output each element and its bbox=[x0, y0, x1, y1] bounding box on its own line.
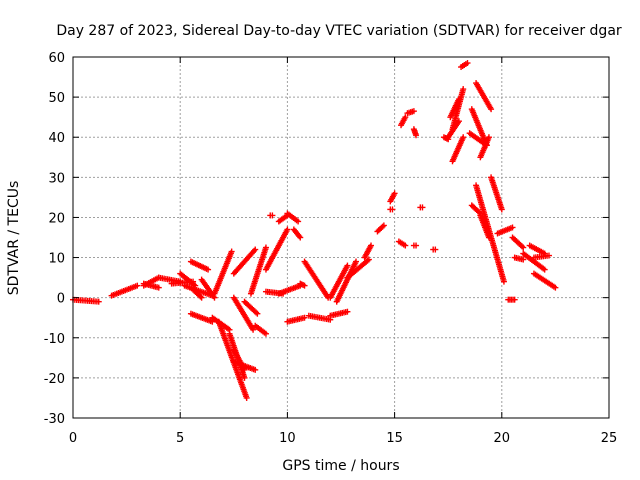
data-point bbox=[498, 206, 505, 213]
data-point bbox=[205, 266, 212, 273]
y-tick-label: 60 bbox=[48, 51, 65, 66]
data-point bbox=[402, 114, 409, 121]
y-tick-label: -30 bbox=[44, 412, 65, 427]
data-point bbox=[379, 223, 386, 230]
data-point bbox=[485, 234, 492, 241]
data-point bbox=[353, 258, 360, 265]
data-point bbox=[250, 326, 257, 333]
y-axis-label: SDTVAR / TECUs bbox=[6, 181, 22, 296]
data-point bbox=[410, 108, 417, 115]
data-point bbox=[252, 366, 259, 373]
data-point bbox=[380, 222, 387, 229]
data-point bbox=[269, 212, 276, 219]
data-point bbox=[545, 252, 552, 259]
y-tick-label: 30 bbox=[48, 171, 65, 186]
y-tick-label: -20 bbox=[44, 372, 65, 387]
data-point bbox=[455, 118, 462, 125]
data-point bbox=[262, 244, 269, 251]
data-point bbox=[241, 374, 248, 381]
data-point bbox=[552, 284, 559, 291]
data-point bbox=[368, 242, 375, 249]
x-tick-label: 15 bbox=[386, 431, 403, 446]
x-tick-label: 5 bbox=[176, 431, 184, 446]
data-point bbox=[464, 60, 471, 67]
data-point bbox=[511, 296, 518, 303]
data-point bbox=[365, 256, 372, 263]
data-point bbox=[509, 224, 516, 231]
data-point bbox=[253, 309, 260, 316]
y-tick-label: 40 bbox=[48, 131, 65, 146]
x-tick-label: 20 bbox=[494, 431, 511, 446]
x-tick-label: 10 bbox=[279, 431, 296, 446]
data-point bbox=[389, 206, 396, 213]
data-points bbox=[70, 60, 559, 401]
data-point bbox=[155, 284, 162, 291]
data-point bbox=[297, 234, 304, 241]
x-axis-label: GPS time / hours bbox=[282, 458, 399, 474]
data-point bbox=[197, 293, 204, 300]
grid-layer bbox=[73, 57, 609, 418]
data-point bbox=[402, 242, 409, 249]
data-point bbox=[488, 106, 495, 113]
data-point bbox=[413, 242, 420, 249]
data-point bbox=[198, 294, 205, 301]
y-tick-label: -10 bbox=[44, 332, 65, 347]
chart-title: Day 287 of 2023, Sidereal Day-to-day VTE… bbox=[56, 23, 622, 39]
y-tick-label: 10 bbox=[48, 252, 65, 267]
data-point bbox=[344, 308, 351, 315]
axis-ticks: 0 5 10 15 20 25 -30 -20 -10 0 10 20 30 40 50 60 bbox=[44, 51, 618, 446]
y-tick-label: 50 bbox=[48, 91, 65, 106]
data-point bbox=[520, 244, 527, 251]
x-tick-label: 0 bbox=[69, 431, 77, 446]
data-point bbox=[134, 282, 141, 289]
y-tick-label: 20 bbox=[48, 211, 65, 226]
data-point bbox=[500, 278, 507, 285]
data-point bbox=[262, 330, 269, 337]
y-tick-label: 0 bbox=[57, 292, 65, 307]
data-point bbox=[241, 366, 248, 373]
x-tick-label: 25 bbox=[601, 431, 618, 446]
data-point bbox=[228, 248, 235, 255]
data-point bbox=[460, 86, 467, 93]
data-point bbox=[419, 204, 426, 211]
data-point bbox=[432, 246, 439, 253]
data-point bbox=[391, 190, 398, 197]
data-point bbox=[254, 310, 261, 317]
data-point bbox=[520, 256, 527, 263]
data-point bbox=[95, 298, 102, 305]
data-point bbox=[476, 209, 483, 216]
data-point bbox=[413, 132, 420, 139]
data-point bbox=[344, 262, 351, 269]
data-point bbox=[541, 266, 548, 273]
data-point bbox=[541, 250, 548, 257]
data-point bbox=[284, 226, 291, 233]
data-point bbox=[295, 218, 302, 225]
data-point bbox=[243, 394, 250, 401]
data-point bbox=[485, 134, 492, 141]
data-point bbox=[460, 134, 467, 141]
data-point bbox=[301, 282, 308, 289]
data-point bbox=[301, 314, 308, 321]
data-point bbox=[252, 246, 259, 253]
plot-frame bbox=[72, 56, 610, 419]
